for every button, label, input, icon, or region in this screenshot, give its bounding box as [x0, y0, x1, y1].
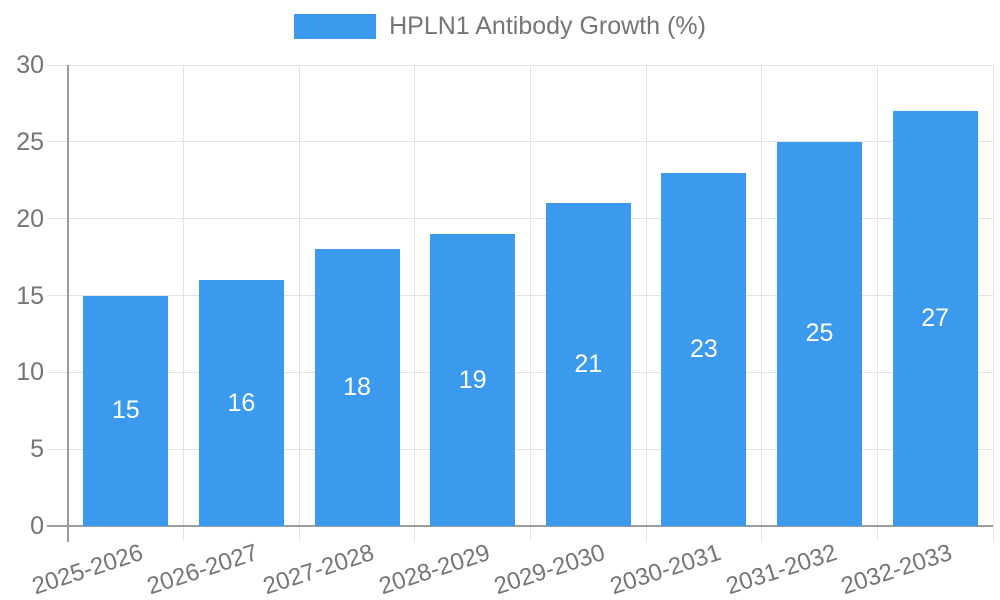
bar-value-label: 25: [805, 319, 834, 348]
y-gridline: [47, 141, 993, 143]
legend-label: HPLN1 Antibody Growth (%): [389, 12, 706, 40]
bar: 16: [198, 280, 284, 526]
bar: 21: [545, 203, 631, 526]
bar-value-label: 16: [227, 388, 256, 417]
y-gridline: [47, 64, 993, 66]
y-tick-label: 25: [16, 127, 44, 156]
bar-value-label: 27: [921, 304, 950, 333]
y-gridline: [47, 295, 993, 296]
x-gridline: [530, 65, 531, 541]
bar: 23: [661, 172, 747, 526]
bar: 27: [892, 111, 978, 526]
y-axis-line: [67, 65, 69, 542]
y-tick-label: 5: [30, 435, 44, 464]
bar-value-label: 21: [574, 350, 603, 379]
x-axis-line: [47, 525, 993, 527]
bar: 15: [83, 295, 169, 526]
bar-value-label: 15: [111, 396, 140, 425]
bar-value-label: 23: [690, 334, 718, 363]
bar-value-label: 18: [343, 373, 371, 402]
y-gridline: [47, 448, 993, 450]
y-tick-label: 30: [16, 51, 44, 79]
x-gridline: [298, 65, 300, 541]
legend-swatch-icon: [294, 14, 377, 39]
bar-value-label: 19: [458, 365, 487, 394]
bar: 19: [430, 234, 516, 526]
x-gridline: [876, 65, 878, 541]
x-gridline: [645, 65, 647, 541]
y-tick-label: 15: [16, 281, 44, 310]
x-gridline: [414, 65, 416, 541]
plot-area: 0 5 10 15 20 25 30 15 2025-2026 16 2026-2027 18 2027…: [16, 51, 994, 600]
y-tick-label: 10: [16, 358, 44, 387]
bar: 25: [777, 141, 863, 526]
y-gridline: [47, 371, 993, 373]
x-gridline: [183, 65, 185, 541]
x-gridline: [761, 65, 763, 541]
y-tick-label: 20: [16, 204, 44, 233]
y-gridline: [47, 218, 993, 220]
legend-item-hpln1[interactable]: HPLN1 Antibody Growth (%): [294, 12, 706, 41]
y-tick-label: 0: [30, 512, 44, 540]
x-gridline: [992, 65, 994, 541]
chart-legend: HPLN1 Antibody Growth (%): [0, 12, 1000, 41]
bar: 18: [314, 249, 400, 526]
